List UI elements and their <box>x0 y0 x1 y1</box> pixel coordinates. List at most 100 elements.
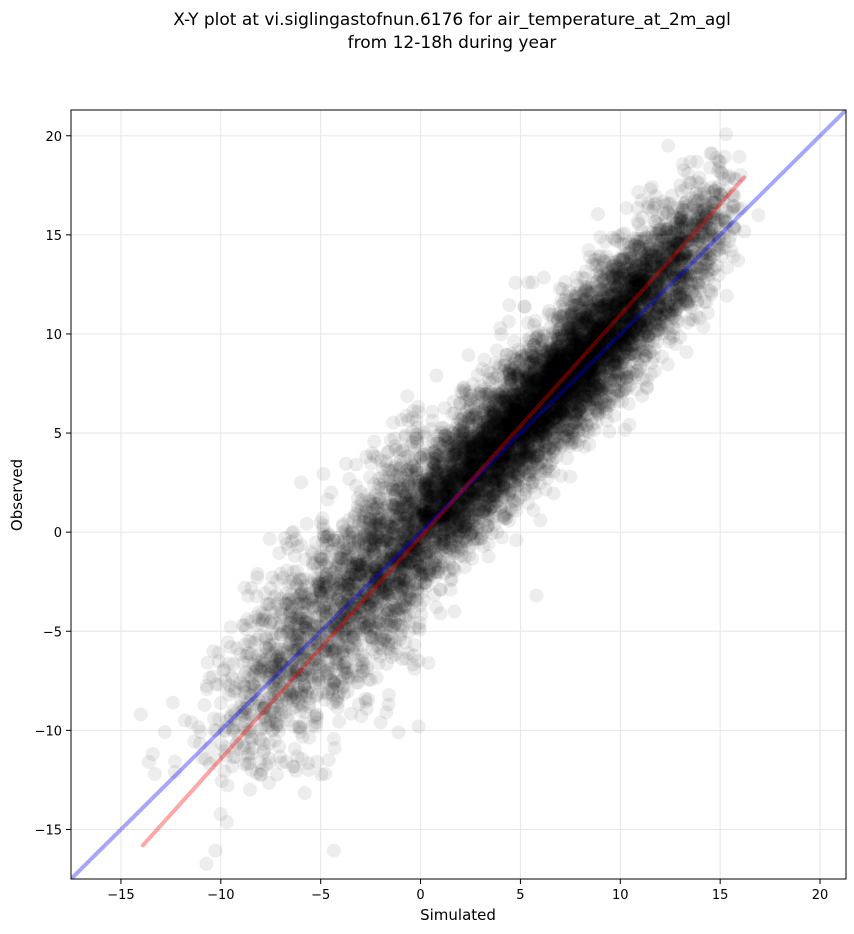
data-point <box>300 685 315 700</box>
data-point <box>462 408 477 423</box>
data-point <box>455 497 470 512</box>
data-point <box>187 734 202 749</box>
data-point <box>418 517 433 532</box>
data-point <box>644 180 659 194</box>
data-point <box>249 713 263 728</box>
data-point <box>626 248 641 263</box>
data-point <box>501 401 516 416</box>
data-point <box>511 385 525 400</box>
data-point <box>576 316 591 331</box>
data-point <box>462 483 477 498</box>
data-point <box>344 610 358 625</box>
data-point <box>490 525 505 540</box>
data-point <box>582 353 597 368</box>
data-point <box>579 312 594 327</box>
data-point <box>406 460 421 475</box>
data-point <box>575 311 590 326</box>
data-point <box>519 435 534 450</box>
data-point <box>283 595 298 610</box>
data-point <box>366 530 381 545</box>
data-point <box>660 222 675 237</box>
data-point <box>588 337 603 352</box>
data-point <box>433 582 448 597</box>
data-point <box>461 496 476 511</box>
data-point <box>515 421 530 435</box>
data-point <box>582 364 597 379</box>
data-point <box>418 520 432 535</box>
data-point <box>509 441 524 456</box>
data-point <box>281 619 295 634</box>
data-point <box>246 665 261 680</box>
data-point <box>354 504 369 519</box>
data-point <box>455 469 470 484</box>
data-point <box>199 678 214 693</box>
data-point <box>662 295 677 310</box>
data-point <box>365 632 380 647</box>
data-point <box>520 348 535 363</box>
data-point <box>438 505 453 520</box>
data-point <box>583 369 598 384</box>
data-point <box>470 443 485 457</box>
data-point <box>379 554 394 569</box>
data-point <box>284 534 299 549</box>
data-point <box>453 518 468 533</box>
data-point <box>510 428 525 443</box>
data-point <box>592 331 607 345</box>
data-point <box>393 493 408 508</box>
data-point <box>491 386 506 401</box>
data-point <box>569 346 584 361</box>
data-point <box>238 714 253 729</box>
data-point <box>466 485 481 500</box>
data-point <box>711 268 726 283</box>
data-point <box>601 302 616 317</box>
data-point <box>619 341 634 355</box>
data-point <box>520 370 535 385</box>
data-point <box>482 451 497 465</box>
data-point <box>597 320 612 335</box>
data-point <box>651 300 666 315</box>
chart-title-line-1: X-Y plot at vi.siglingastofnun.6176 for … <box>173 10 731 30</box>
data-point <box>540 370 555 385</box>
data-point <box>562 292 577 307</box>
data-point <box>584 372 599 387</box>
data-point <box>476 503 491 518</box>
data-point <box>266 695 281 710</box>
data-point <box>380 499 395 514</box>
data-point <box>405 465 420 479</box>
data-point <box>333 674 348 689</box>
data-point <box>643 278 658 293</box>
data-point <box>620 342 635 356</box>
data-point <box>565 321 580 336</box>
data-point <box>504 414 519 428</box>
data-point <box>521 436 536 451</box>
data-point <box>471 497 486 512</box>
data-point <box>366 594 381 609</box>
data-point <box>529 436 544 451</box>
data-point <box>594 355 609 370</box>
data-point <box>306 641 321 656</box>
data-point <box>384 609 399 624</box>
data-point <box>582 372 597 387</box>
data-point <box>309 715 324 730</box>
data-point <box>652 246 667 261</box>
data-point <box>428 474 443 489</box>
data-point <box>661 320 676 335</box>
data-point <box>508 459 523 474</box>
data-point <box>563 439 578 454</box>
data-point <box>307 652 322 667</box>
data-point <box>583 378 598 393</box>
data-point <box>558 431 573 445</box>
data-point <box>375 564 390 579</box>
data-point <box>445 521 459 536</box>
data-point <box>658 291 673 306</box>
data-point <box>559 371 574 386</box>
data-point <box>553 375 568 390</box>
data-point <box>491 418 506 432</box>
data-point <box>481 437 496 452</box>
data-point <box>696 203 711 218</box>
data-point <box>684 285 699 300</box>
data-point <box>652 309 667 324</box>
data-point <box>543 340 558 355</box>
data-point <box>642 298 656 313</box>
